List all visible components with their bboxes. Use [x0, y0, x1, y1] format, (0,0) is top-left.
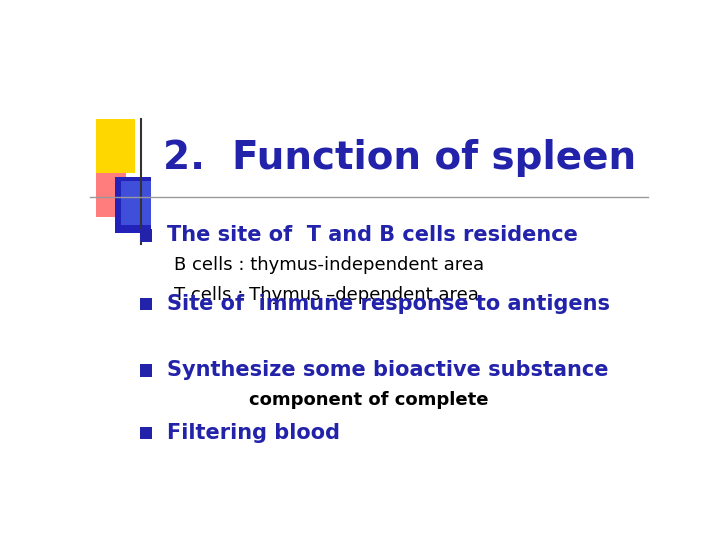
FancyBboxPatch shape — [140, 364, 152, 377]
FancyBboxPatch shape — [96, 119, 135, 173]
FancyBboxPatch shape — [121, 181, 151, 225]
Text: 2.  Function of spleen: 2. Function of spleen — [163, 139, 636, 177]
Text: Filtering blood: Filtering blood — [167, 423, 340, 443]
Text: The site of  T and B cells residence: The site of T and B cells residence — [167, 225, 578, 245]
Text: Site of  immune response to antigens: Site of immune response to antigens — [167, 294, 610, 314]
FancyBboxPatch shape — [115, 177, 151, 233]
Text: Synthesize some bioactive substance: Synthesize some bioactive substance — [167, 360, 608, 380]
Text: T cells : Thymus –dependent area: T cells : Thymus –dependent area — [174, 286, 479, 304]
FancyBboxPatch shape — [140, 427, 152, 439]
FancyBboxPatch shape — [96, 173, 126, 217]
FancyBboxPatch shape — [140, 229, 152, 241]
Text: B cells : thymus-independent area: B cells : thymus-independent area — [174, 256, 484, 274]
FancyBboxPatch shape — [140, 298, 152, 310]
Text: component of complete: component of complete — [249, 392, 489, 409]
